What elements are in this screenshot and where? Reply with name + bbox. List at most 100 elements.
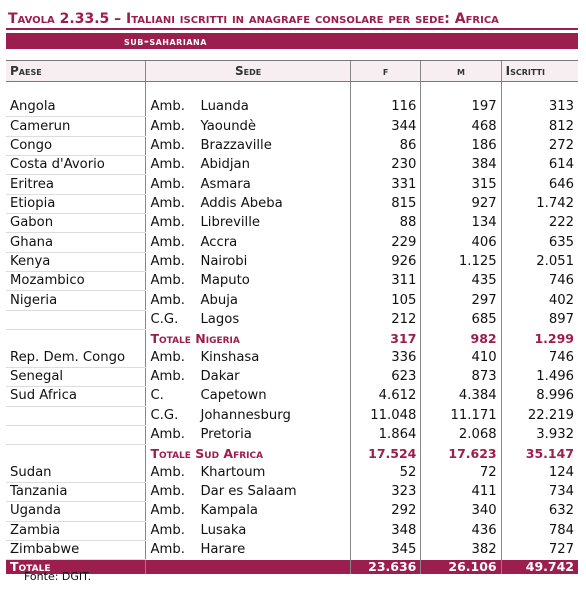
cell-m: 315 bbox=[420, 174, 502, 195]
cell-f: 105 bbox=[349, 290, 421, 311]
cell-iscritti: 35.147 bbox=[500, 444, 578, 464]
sede-type: C.G. bbox=[150, 407, 179, 423]
sede-city: Lusaka bbox=[200, 522, 247, 538]
cell-sede: Amb. Dakar bbox=[145, 367, 351, 387]
cell-m: 72 bbox=[420, 463, 502, 483]
data-row: Costa d'Avorio Amb. Abidjan 230 384 614 bbox=[6, 155, 578, 176]
subtotal-row: Totale Nigeria 317 982 1.299 bbox=[6, 329, 578, 349]
empty-cell bbox=[6, 330, 146, 349]
cell-m: 11.171 bbox=[420, 406, 502, 426]
data-row: Uganda Amb. Kampala 292 340 632 bbox=[6, 501, 578, 522]
table: Paese Sede f m Iscritti Angola Amb. Luanda 116 1… bbox=[6, 60, 578, 575]
cell-iscritti: 1.742 bbox=[500, 194, 578, 214]
cell-sede: Amb. Kampala bbox=[145, 501, 351, 522]
sede-city: Abuja bbox=[200, 292, 238, 308]
data-row: Gabon Amb. Libreville 88 134 222 bbox=[6, 213, 578, 234]
sede-type: Amb. bbox=[150, 522, 185, 538]
cell-f: 345 bbox=[349, 540, 421, 560]
sede-type: C.G. bbox=[150, 311, 179, 327]
cell-sede: Amb. Asmara bbox=[145, 174, 351, 195]
sede-city: Pretoria bbox=[200, 427, 252, 443]
cell-f: 336 bbox=[349, 348, 421, 368]
cell-f: 212 bbox=[349, 310, 421, 330]
cell-iscritti: 632 bbox=[500, 501, 578, 522]
source-note: Fonte: DGIT. bbox=[24, 570, 92, 583]
cell-iscritti: 897 bbox=[500, 310, 578, 330]
cell-f: 86 bbox=[349, 136, 421, 156]
cell-paese: Angola bbox=[6, 98, 146, 118]
cell-f: 230 bbox=[349, 155, 421, 175]
data-row: Amb. Pretoria 1.864 2.068 3.932 bbox=[6, 425, 578, 446]
cell-m: 340 bbox=[420, 501, 502, 522]
cell-iscritti: 222 bbox=[500, 213, 578, 233]
cell-f: 52 bbox=[349, 463, 421, 483]
sede-type: Amb. bbox=[150, 464, 185, 480]
sede-city: Accra bbox=[200, 234, 238, 250]
sede-city: Lagos bbox=[200, 311, 240, 327]
sede-type: Amb. bbox=[150, 137, 185, 153]
cell-f: 331 bbox=[349, 174, 421, 195]
sede-city: Luanda bbox=[200, 99, 249, 115]
data-row: Angola Amb. Luanda 116 197 313 bbox=[6, 98, 578, 118]
cell-paese: Costa d'Avorio bbox=[6, 155, 146, 176]
data-row: Eritrea Amb. Asmara 331 315 646 bbox=[6, 174, 578, 195]
cell-iscritti: 402 bbox=[500, 290, 578, 311]
cell-paese: Mozambico bbox=[6, 271, 146, 292]
data-row: Rep. Dem. Congo Amb. Kinshasa 336 410 746 bbox=[6, 348, 578, 368]
sede-city: Addis Abeba bbox=[200, 195, 283, 211]
empty-cell bbox=[420, 81, 502, 98]
cell-iscritti: 2.051 bbox=[500, 252, 578, 272]
cell-m: 384 bbox=[420, 155, 502, 175]
sede-city: Kinshasa bbox=[200, 349, 260, 365]
sede-type: C. bbox=[150, 388, 164, 404]
cell-m: 26.106 bbox=[420, 560, 502, 575]
sede-type: Amb. bbox=[150, 292, 185, 308]
sede-city: Johannesburg bbox=[200, 407, 291, 423]
data-row: Senegal Amb. Dakar 623 873 1.496 bbox=[6, 367, 578, 388]
sede-city: Asmara bbox=[200, 176, 251, 192]
cell-f: 815 bbox=[349, 194, 421, 214]
cell-paese: Congo bbox=[6, 136, 146, 157]
cell-iscritti: 22.219 bbox=[500, 406, 578, 426]
sede-city: Yaoundè bbox=[200, 118, 257, 134]
cell-sede: Amb. Addis Abeba bbox=[145, 194, 351, 214]
sede-type: Amb. bbox=[150, 349, 185, 365]
cell-iscritti: 1.496 bbox=[500, 367, 578, 387]
data-row: Ghana Amb. Accra 229 406 635 bbox=[6, 232, 578, 253]
cell-f: 88 bbox=[349, 213, 421, 233]
cell-f: 229 bbox=[349, 232, 421, 253]
cell-iscritti: 124 bbox=[500, 463, 578, 483]
cell-f: 311 bbox=[349, 271, 421, 291]
cell-sede: Amb. Harare bbox=[145, 540, 351, 560]
data-row: C.G. Lagos 212 685 897 bbox=[6, 310, 578, 331]
column-header: Iscritti bbox=[500, 60, 578, 82]
cell-f: 23.636 bbox=[349, 560, 421, 575]
data-row: Congo Amb. Brazzaville 86 186 272 bbox=[6, 136, 578, 157]
cell-paese: Nigeria bbox=[6, 290, 146, 311]
data-row: C.G. Johannesburg 11.048 11.171 22.219 bbox=[6, 406, 578, 426]
sede-type: Amb. bbox=[150, 273, 185, 289]
sede-city: Nairobi bbox=[200, 253, 248, 269]
cell-iscritti: 3.932 bbox=[500, 425, 578, 445]
total-label: Totale bbox=[6, 559, 146, 575]
cell-iscritti: 313 bbox=[500, 98, 578, 117]
sede-type: Amb. bbox=[150, 157, 185, 173]
cell-m: 982 bbox=[420, 329, 502, 349]
cell-paese: Gabon bbox=[6, 213, 146, 234]
cell-sede: Amb. Brazzaville bbox=[145, 136, 351, 156]
sede-city: Libreville bbox=[200, 215, 260, 231]
cell-paese: Ghana bbox=[6, 232, 146, 253]
sede-type: Amb. bbox=[150, 195, 185, 211]
sede-city: Dakar bbox=[200, 368, 240, 384]
cell-m: 197 bbox=[420, 98, 502, 117]
cell-sede: C.G. Johannesburg bbox=[145, 406, 351, 426]
cell-iscritti: 8.996 bbox=[500, 386, 578, 406]
cell-paese: Sud Africa bbox=[6, 386, 146, 407]
cell-iscritti: 1.299 bbox=[500, 329, 578, 349]
sede-type: Amb. bbox=[150, 542, 185, 558]
cell-m: 2.068 bbox=[420, 425, 502, 445]
cell-f: 292 bbox=[349, 501, 421, 522]
table-title: Tavola 2.33.5 – Italiani iscritti in ana… bbox=[6, 8, 578, 30]
sede-type: Amb. bbox=[150, 484, 185, 500]
